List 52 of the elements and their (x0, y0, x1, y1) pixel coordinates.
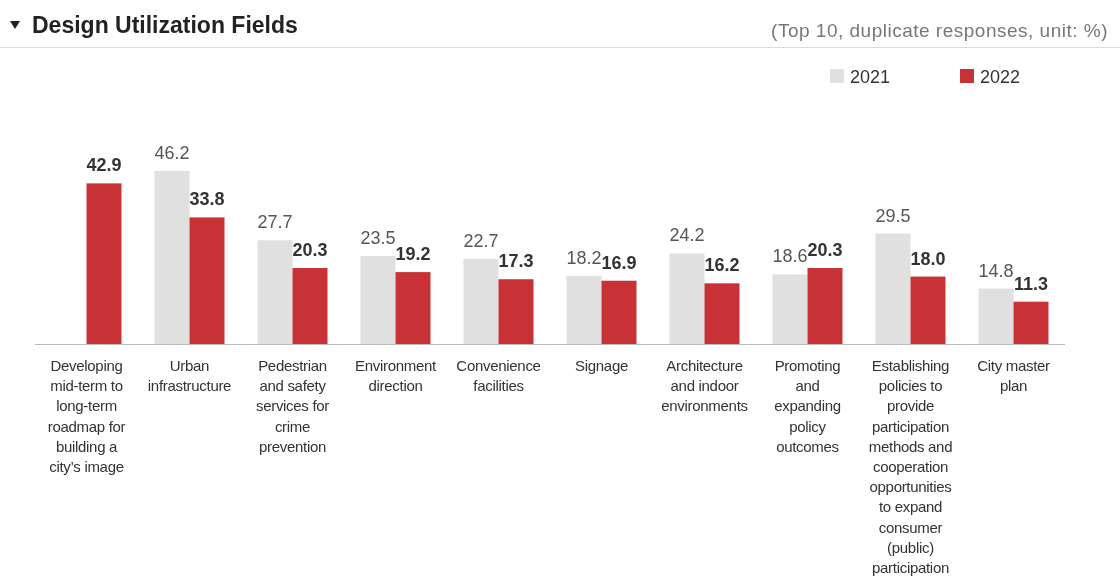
data-label: 19.2 (395, 244, 431, 265)
data-label: 42.9 (86, 155, 122, 176)
bar (498, 279, 534, 344)
x-tick-label: Signage (575, 357, 628, 374)
bar (292, 267, 328, 344)
x-tick-label: City master plan (977, 357, 1051, 395)
data-label: 46.2 (154, 143, 190, 163)
data-label: 27.7 (257, 212, 293, 233)
bar (978, 288, 1014, 344)
data-label: 18.2 (566, 247, 602, 268)
x-tick-label: Urban infrastructure (147, 357, 232, 395)
bar (257, 240, 293, 344)
bar (807, 267, 843, 344)
bar (189, 217, 225, 344)
bar (463, 259, 499, 344)
bar (86, 183, 122, 344)
x-tick-label: Architecture and indoor environments (661, 357, 748, 415)
category-label: Establishing policies to provide participation methods and cooperation opportunities to expand consumer (public) participation (868, 357, 953, 576)
x-tick-label: Pedestrian and safety services for crime prevention (255, 357, 330, 455)
bar (704, 283, 740, 344)
legend-label: 2022 (980, 67, 1021, 87)
data-label: 22.7 (463, 231, 499, 251)
data-label: 14.8 (978, 260, 1014, 281)
data-label: 18.6 (772, 246, 808, 267)
bar (601, 280, 637, 344)
bar (910, 276, 946, 344)
bar (395, 272, 431, 344)
data-label: 17.3 (498, 251, 534, 272)
data-label: 23.5 (360, 228, 396, 248)
bar (360, 256, 396, 344)
chart-title: Design Utilization Fields (32, 12, 298, 38)
data-label: 16.9 (601, 252, 637, 273)
bar (1013, 301, 1049, 344)
bar (772, 274, 808, 344)
bar (154, 171, 190, 344)
data-label: 18.0 (910, 248, 946, 269)
x-tick-label: Developing mid-term to long-term roadmap for building a city’s image (47, 357, 126, 475)
x-tick-label: Environment direction (355, 357, 438, 395)
data-label: 24.2 (669, 225, 705, 246)
chart-subtitle: (Top 10, duplicate responses, unit: %) (771, 20, 1108, 41)
data-label: 16.2 (704, 255, 740, 276)
data-label: 33.8 (189, 189, 225, 210)
data-label: 20.3 (292, 239, 328, 260)
data-label: 11.3 (1013, 273, 1049, 294)
data-label: 20.3 (807, 239, 843, 260)
x-tick-label: Promoting and expanding policy outcomes (774, 357, 841, 455)
bar (566, 275, 602, 344)
bar (669, 253, 705, 344)
x-tick-label: Convenience facilities (456, 357, 541, 395)
data-label: 29.5 (875, 205, 911, 226)
legend-label: 2021 (850, 67, 891, 87)
bar (875, 233, 911, 344)
